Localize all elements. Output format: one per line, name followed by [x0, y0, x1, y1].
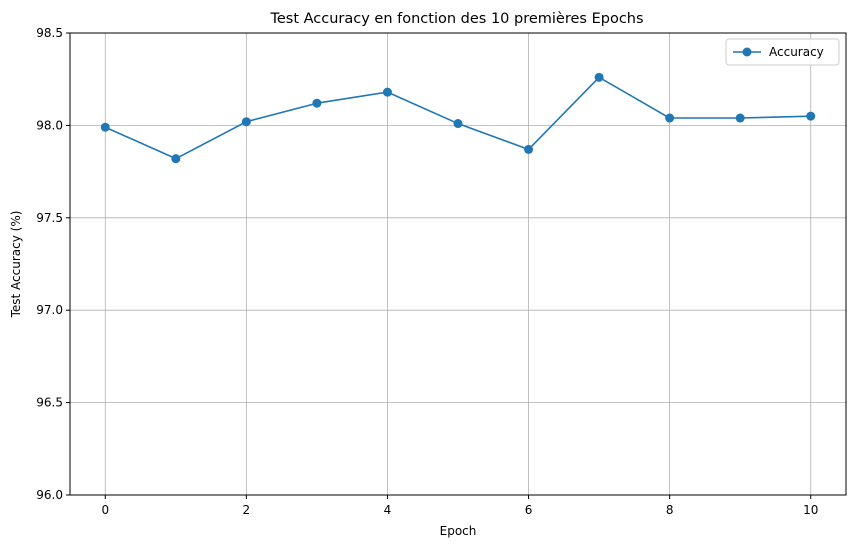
- x-tick-label: 8: [666, 503, 674, 517]
- legend: Accuracy: [725, 38, 840, 66]
- plot-frame: [69, 32, 847, 496]
- data-point: [241, 117, 251, 127]
- legend-label: Accuracy: [769, 45, 824, 59]
- x-tick-label: 10: [803, 503, 818, 517]
- x-tick-label: 6: [525, 503, 533, 517]
- data-point: [453, 119, 463, 129]
- data-point: [806, 111, 816, 121]
- legend-box: [725, 38, 840, 66]
- data-point: [524, 144, 534, 154]
- y-axis-label: Test Accuracy (%): [9, 211, 23, 319]
- ticks: 0 2 4 6 8 10 96.0 96.5 97.0 97.5 98.0 98.5: [36, 26, 818, 517]
- data-point: [382, 87, 392, 97]
- y-tick-label: 96.5: [36, 396, 63, 410]
- data-point: [312, 98, 322, 108]
- x-tick-label: 2: [243, 503, 251, 517]
- legend-marker: [742, 47, 752, 57]
- x-axis-label: Epoch: [440, 524, 477, 538]
- data-point: [594, 72, 604, 82]
- y-tick-label: 96.0: [36, 488, 63, 502]
- y-tick-label: 98.5: [36, 26, 63, 40]
- series-layer: [100, 72, 816, 164]
- data-point: [665, 113, 675, 123]
- y-tick-label: 98.0: [36, 118, 63, 132]
- data-point: [171, 154, 181, 164]
- y-tick-label: 97.5: [36, 211, 63, 225]
- y-tick-label: 97.0: [36, 303, 63, 317]
- data-point: [100, 122, 110, 132]
- x-tick-label: 4: [384, 503, 392, 517]
- x-tick-label: 0: [101, 503, 109, 517]
- data-point: [735, 113, 745, 123]
- chart-title: Test Accuracy en fonction des 10 premièr…: [269, 11, 643, 27]
